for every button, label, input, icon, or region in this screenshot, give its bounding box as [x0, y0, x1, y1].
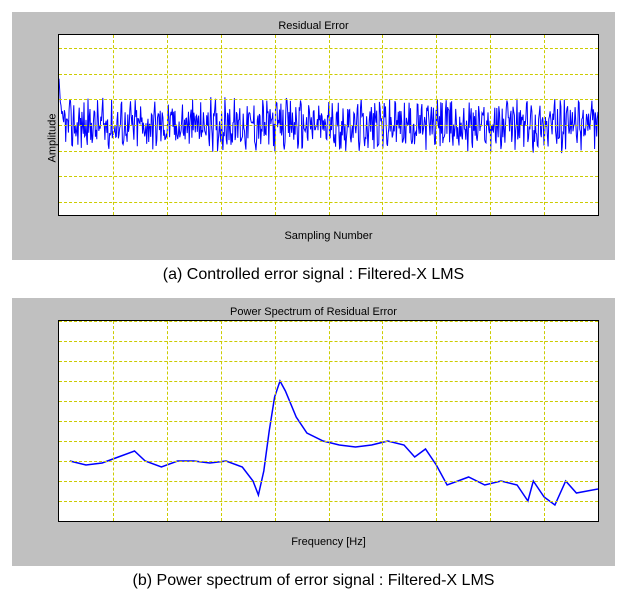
figure-b: Power Spectrum of Residual Error Magnitu…	[12, 298, 615, 566]
chart-b-plot-area: -100-90-80-70-60-50-40-30-20-10010020030…	[58, 320, 599, 522]
chart-a-xlabel: Sampling Number	[58, 230, 599, 242]
chart-a-plot-wrap: Amplitude -3-2-1012310002000300040005000…	[58, 34, 599, 242]
caption-b: (b) Power spectrum of error signal : Fil…	[12, 572, 615, 590]
chart-a-title: Residual Error	[20, 20, 607, 32]
chart-b-xlabel: Frequency [Hz]	[58, 536, 599, 548]
caption-a: (a) Controlled error signal : Filtered-X…	[12, 266, 615, 284]
chart-a-plot-area: -3-2-10123100020003000400050006000700080…	[58, 34, 599, 216]
chart-b-series	[70, 381, 598, 505]
figure-a: Residual Error Amplitude -3-2-1012310002…	[12, 12, 615, 260]
chart-b-title: Power Spectrum of Residual Error	[20, 306, 607, 318]
chart-a-ylabel: Amplitude	[46, 114, 58, 163]
chart-b-plot-wrap: Magnitude [dB] -100-90-80-70-60-50-40-30…	[58, 320, 599, 548]
